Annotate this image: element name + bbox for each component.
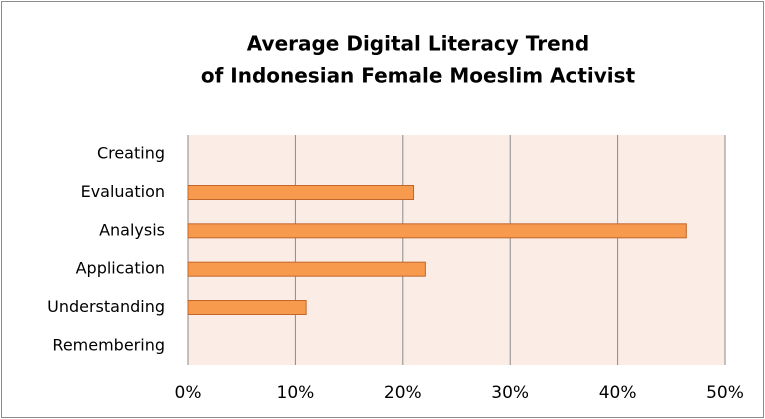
chart-title: Average Digital Literacy Trend xyxy=(247,32,589,56)
y-tick-label: Application xyxy=(76,259,165,278)
y-tick-label: Remembering xyxy=(52,335,165,354)
bar xyxy=(187,261,426,277)
bar xyxy=(187,223,687,239)
y-tick-label: Creating xyxy=(97,144,165,163)
plot-area xyxy=(188,135,725,365)
y-tick-label: Analysis xyxy=(99,220,165,239)
y-tick-label: Understanding xyxy=(47,297,165,316)
x-tick-label: 50% xyxy=(706,383,744,403)
x-tick-label: 0% xyxy=(175,383,202,403)
y-tick-label: Evaluation xyxy=(81,182,165,201)
bar xyxy=(187,300,307,315)
x-tick-label: 40% xyxy=(599,383,637,403)
bar xyxy=(187,185,415,200)
x-tick-label: 30% xyxy=(491,383,529,403)
x-tick-label: 20% xyxy=(384,383,422,403)
chart-title: of Indonesian Female Moeslim Activist xyxy=(201,64,636,88)
x-tick-label: 10% xyxy=(277,383,315,403)
